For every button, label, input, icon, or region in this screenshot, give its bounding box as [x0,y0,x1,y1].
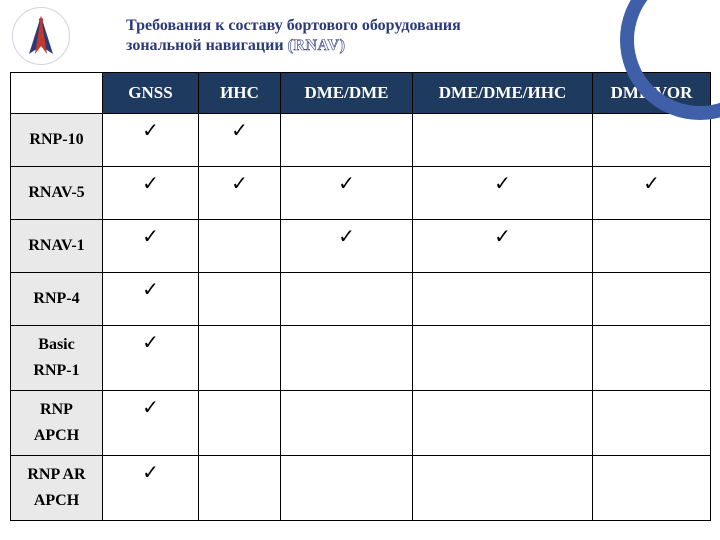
table-cell [413,326,593,391]
table-cell: ✓ [199,167,281,220]
table-cell: ✓ [103,220,199,273]
row-label: RNPAPCH [11,391,103,456]
table-head: GNSS ИНС DME/DME DME/DME/ИНС DME/VOR [11,73,711,114]
table-cell [593,456,711,521]
table-cell: ✓ [593,167,711,220]
table-cell: ✓ [103,456,199,521]
table-cell: ✓ [199,114,281,167]
table-row: RNP-10✓✓ [11,114,711,167]
table-row: RNAV-1✓✓✓ [11,220,711,273]
check-icon: ✓ [199,167,280,196]
check-icon: ✓ [103,114,198,143]
col-dmedme: DME/DME [281,73,413,114]
table-cell [199,326,281,391]
table-cell: ✓ [103,326,199,391]
table-cell [281,456,413,521]
col-dmedmeins: DME/DME/ИНС [413,73,593,114]
table-row: RNPAPCH✓ [11,391,711,456]
table-container: GNSS ИНС DME/DME DME/DME/ИНС DME/VOR RNP… [0,72,720,531]
table-cell [593,391,711,456]
check-icon: ✓ [103,391,198,420]
table-cell: ✓ [413,220,593,273]
row-label: RNP-4 [11,273,103,326]
row-label: RNAV-5 [11,167,103,220]
table-cell [199,273,281,326]
table-cell [413,273,593,326]
check-icon: ✓ [103,220,198,249]
table-cell [593,326,711,391]
table-cell: ✓ [103,114,199,167]
page-header: Требования к составу бортового оборудова… [0,0,720,72]
title-line-2a: зональной навигации [126,37,288,54]
table-cell [593,220,711,273]
table-row: RNAV-5✓✓✓✓✓ [11,167,711,220]
table-cell [413,456,593,521]
table-cell: ✓ [103,167,199,220]
table-cell: ✓ [281,220,413,273]
logo-icon [12,7,70,65]
table-cell [593,273,711,326]
check-icon: ✓ [413,167,592,196]
table-cell [281,273,413,326]
check-icon: ✓ [103,326,198,355]
table-cell: ✓ [281,167,413,220]
table-row: BasicRNP-1✓ [11,326,711,391]
check-icon: ✓ [593,167,710,196]
table-body: RNP-10✓✓RNAV-5✓✓✓✓✓RNAV-1✓✓✓RNP-4✓BasicR… [11,114,711,521]
table-cell [281,391,413,456]
table-corner [11,73,103,114]
table-row: RNP ARAPCH✓ [11,456,711,521]
row-label: BasicRNP-1 [11,326,103,391]
table-cell [281,326,413,391]
title-line-2: зональной навигации (RNAV) [126,36,461,56]
title-line-1: Требования к составу бортового оборудова… [126,16,461,36]
col-gnss: GNSS [103,73,199,114]
table-cell [281,114,413,167]
table-cell: ✓ [103,391,199,456]
row-label: RNP ARAPCH [11,456,103,521]
check-icon: ✓ [413,220,592,249]
check-icon: ✓ [199,114,280,143]
col-ins: ИНС [199,73,281,114]
title-rnav: (RNAV) [288,37,346,54]
table-cell: ✓ [103,273,199,326]
equipment-table: GNSS ИНС DME/DME DME/DME/ИНС DME/VOR RNP… [10,72,711,521]
table-cell [199,391,281,456]
check-icon: ✓ [281,167,412,196]
check-icon: ✓ [281,220,412,249]
table-cell [199,456,281,521]
table-cell [413,391,593,456]
page-title: Требования к составу бортового оборудова… [126,16,461,56]
table-cell [413,114,593,167]
table-cell: ✓ [413,167,593,220]
check-icon: ✓ [103,273,198,302]
table-row: RNP-4✓ [11,273,711,326]
row-label: RNP-10 [11,114,103,167]
check-icon: ✓ [103,167,198,196]
table-cell [593,114,711,167]
check-icon: ✓ [103,456,198,485]
row-label: RNAV-1 [11,220,103,273]
table-cell [199,220,281,273]
